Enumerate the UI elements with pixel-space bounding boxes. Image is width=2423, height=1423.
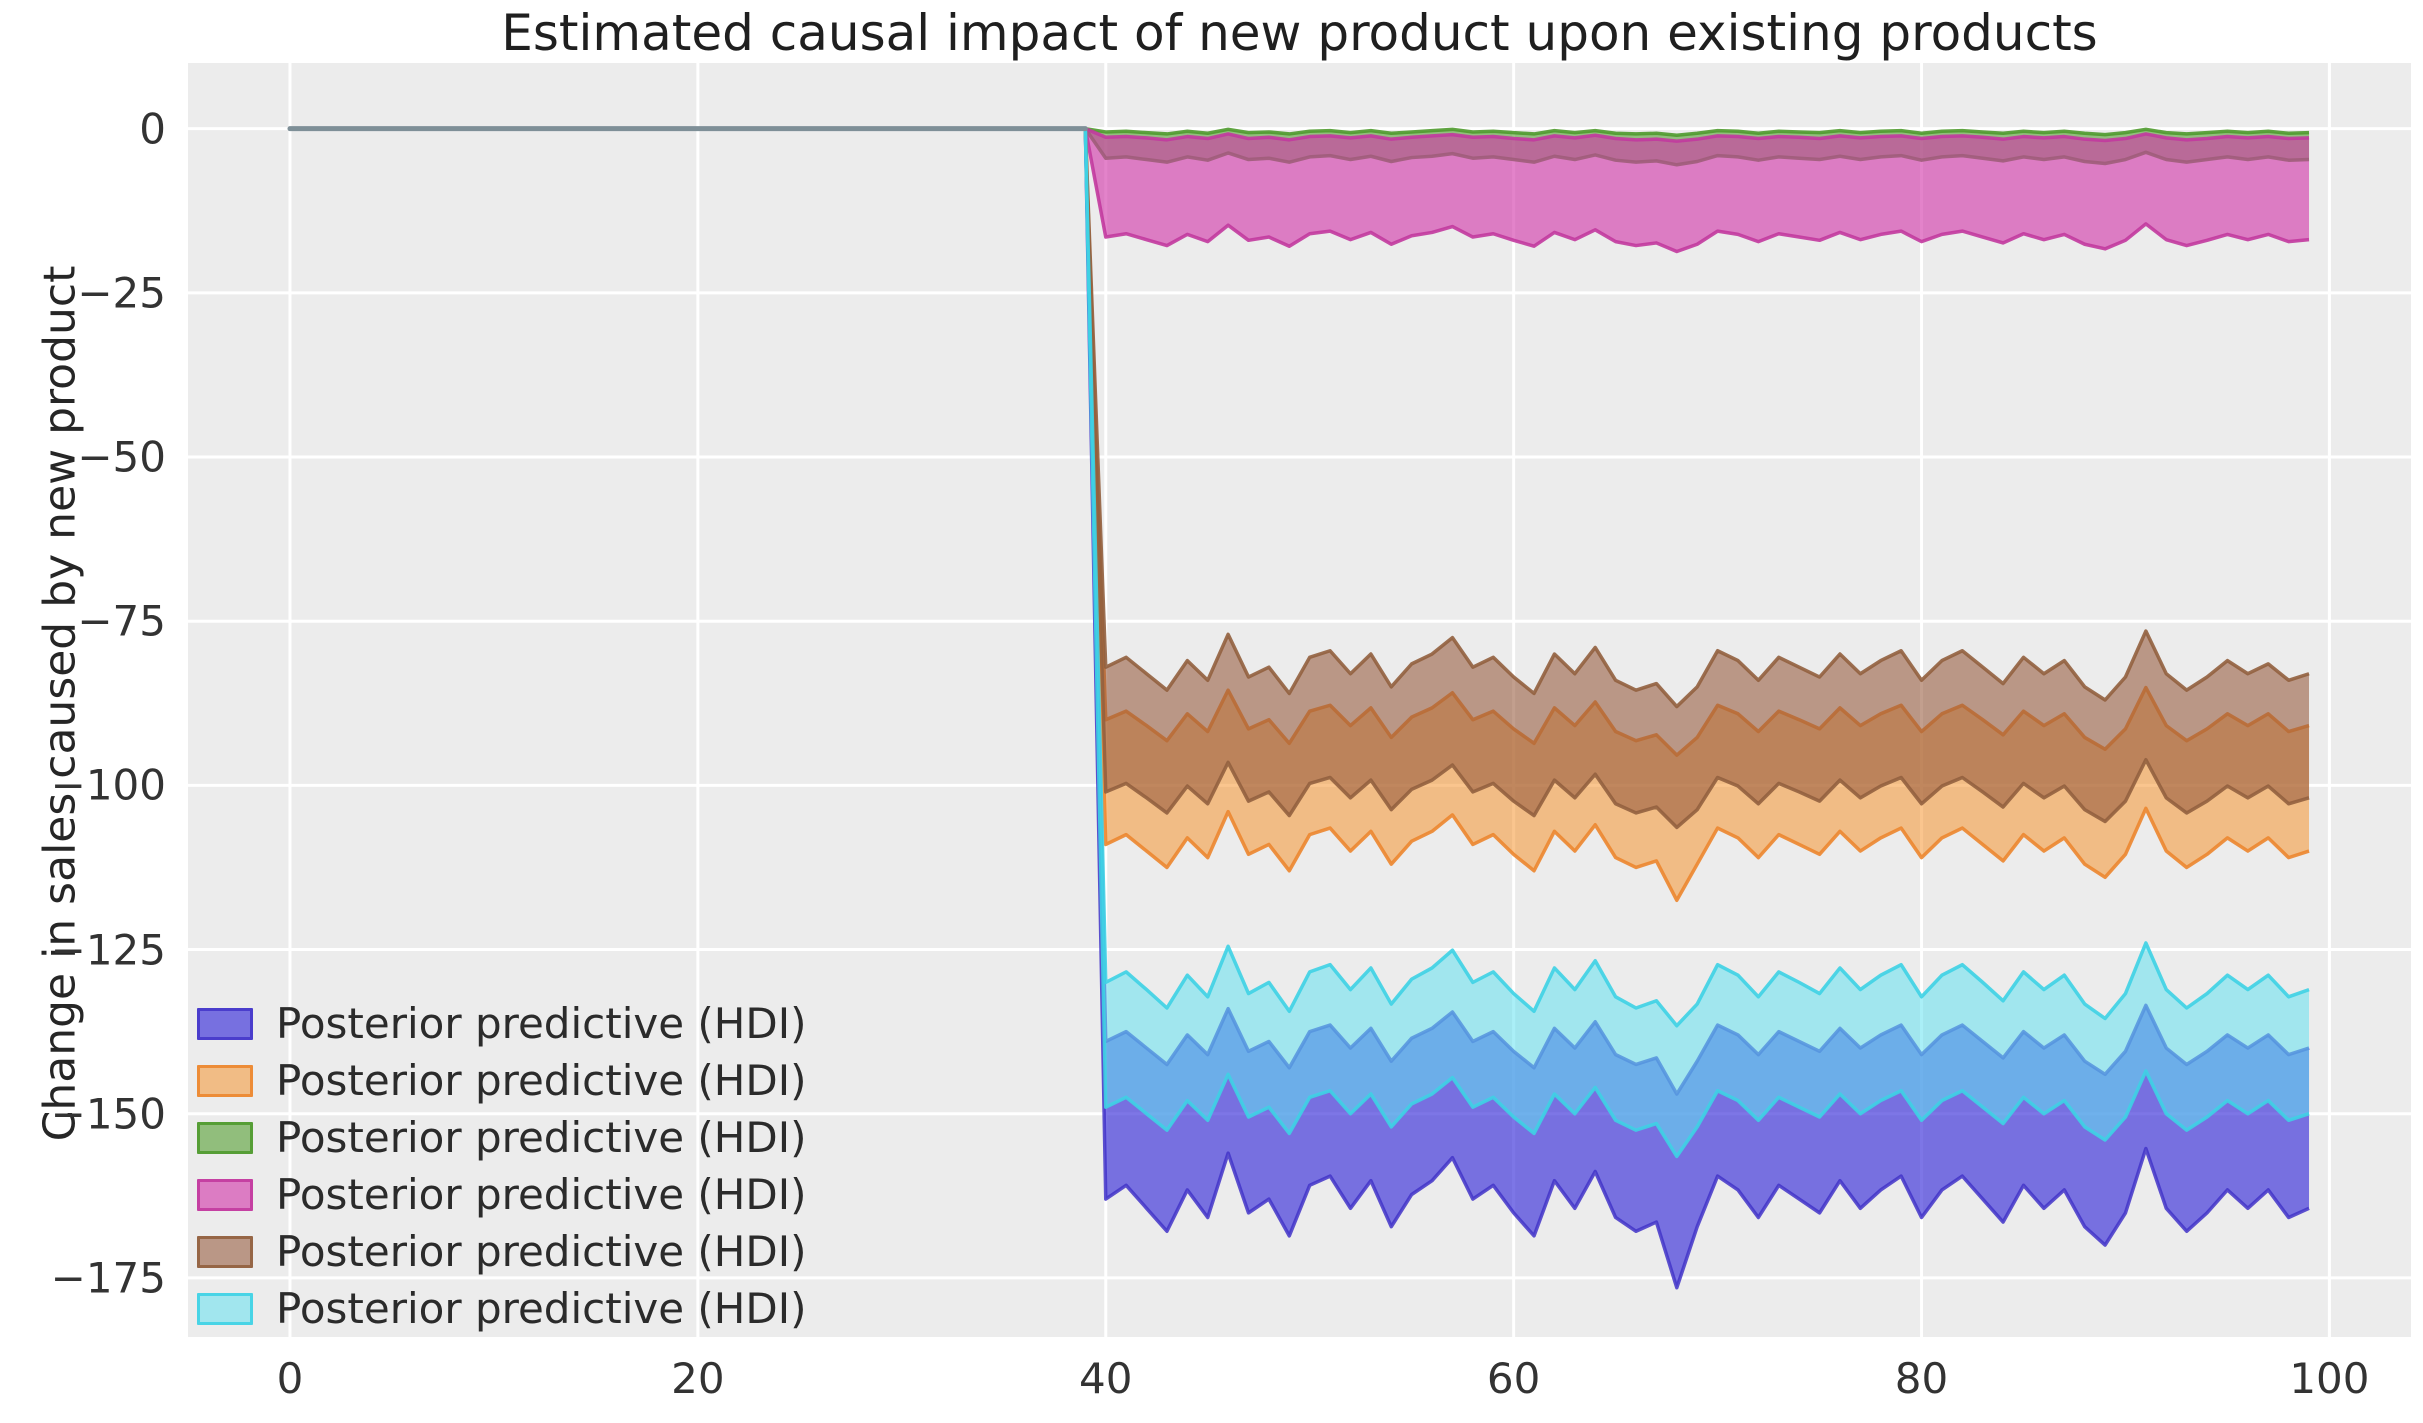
y-tick-label-−25: −25	[77, 268, 166, 318]
legend-item-band-green: Posterior predictive (HDI)	[197, 1109, 807, 1166]
legend: Posterior predictive (HDI) Posterior pred…	[197, 995, 807, 1337]
band-blue-lower-edge	[1083, 128, 2310, 1290]
legend-label: Posterior predictive (HDI)	[276, 999, 807, 1048]
y-tick-label-−50: −50	[77, 432, 166, 482]
band-brown-lower-edge	[1083, 128, 2310, 830]
legend-swatch-band-brown	[197, 1235, 253, 1268]
x-tick-label-60: 60	[1486, 1354, 1541, 1403]
legend-swatch-band-blue	[197, 1007, 253, 1040]
y-tick-label-−100: −100	[50, 760, 166, 810]
legend-label: Posterior predictive (HDI)	[276, 1227, 807, 1276]
legend-label: Posterior predictive (HDI)	[276, 1113, 807, 1162]
x-tick-label-0: 0	[276, 1354, 304, 1403]
band-brown-upper-edge	[1083, 128, 2310, 709]
band-pink-fill	[1085, 128, 2310, 252]
band-green-upper-edge	[1085, 126, 2310, 137]
legend-swatch-band-orange	[197, 1064, 253, 1097]
legend-label: Posterior predictive (HDI)	[276, 1284, 807, 1333]
x-tick-label-100: 100	[2289, 1354, 2370, 1403]
chart-title: Estimated causal impact of new product u…	[501, 4, 2098, 62]
legend-item-band-cyan: Posterior predictive (HDI)	[197, 1280, 807, 1337]
legend-item-band-pink: Posterior predictive (HDI)	[197, 1166, 807, 1223]
band-pink-upper-edge	[1084, 127, 2310, 143]
legend-label: Posterior predictive (HDI)	[276, 1170, 807, 1219]
y-tick-label-−75: −75	[77, 596, 166, 646]
band-cyan-fill	[1085, 128, 2310, 1157]
band-cyan-lower-edge	[1083, 128, 2310, 1159]
y-tick-label-−175: −175	[50, 1253, 166, 1303]
band-cyan-upper-edge	[1083, 128, 2310, 1028]
x-tick-label-40: 40	[1079, 1354, 1133, 1403]
y-tick-label-−125: −125	[50, 925, 166, 975]
band-blue-fill	[1085, 128, 2310, 1288]
x-tick-label-20: 20	[671, 1354, 725, 1403]
legend-item-band-orange: Posterior predictive (HDI)	[197, 1052, 807, 1109]
legend-swatch-band-green	[197, 1121, 253, 1154]
legend-item-band-blue: Posterior predictive (HDI)	[197, 995, 807, 1052]
legend-label: Posterior predictive (HDI)	[276, 1056, 807, 1105]
band-orange-lower-edge	[1083, 128, 2310, 903]
y-tick-label-0: 0	[139, 104, 166, 154]
y-tick-label-−150: −150	[50, 1089, 166, 1139]
legend-swatch-band-cyan	[197, 1292, 253, 1325]
legend-item-band-brown: Posterior predictive (HDI)	[197, 1223, 807, 1280]
band-pink-lower-edge	[1083, 128, 2310, 254]
legend-swatch-band-pink	[197, 1178, 253, 1211]
y-axis-label: Change in sales caused by new product	[34, 265, 86, 1142]
x-tick-label-80: 80	[1894, 1354, 1949, 1403]
